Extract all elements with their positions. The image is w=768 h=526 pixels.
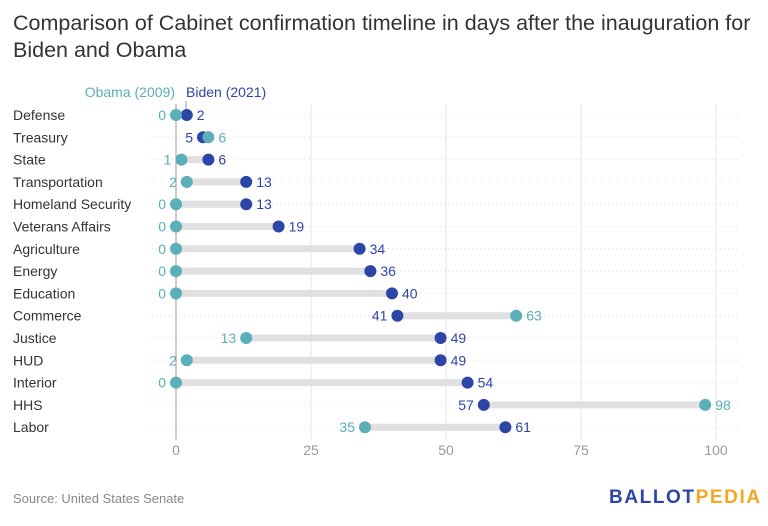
obama-dot [699,398,712,411]
biden-value-label: 61 [515,419,531,435]
category-label: Defense [13,107,65,123]
obama-dot [202,131,215,144]
biden-value-label: 13 [256,196,272,212]
obama-value-label: 6 [218,129,226,145]
biden-value-label: 40 [402,285,418,301]
x-tick-label: 100 [704,442,728,458]
biden-dot [434,332,447,344]
biden-value-label: 34 [370,241,386,257]
obama-dot [175,153,188,166]
category-label: Treasury [13,129,68,145]
category-label: Veterans Affairs [13,219,111,235]
biden-dot [461,376,474,389]
logo-part1: BALLOT [609,487,696,508]
legend-biden: Biden (2021) [186,84,266,100]
category-label: Energy [13,263,57,279]
obama-dot [240,332,253,344]
obama-value-label: 0 [158,285,166,301]
logo-part2: PEDIA [695,487,762,508]
biden-value-label: 57 [458,397,474,413]
source-note: Source: United States Senate [13,491,185,506]
category-label: Transportation [13,174,103,190]
obama-dot [180,354,193,367]
biden-value-label: 54 [478,375,494,391]
x-tick-label: 25 [303,442,319,458]
obama-value-label: 0 [158,196,166,212]
obama-value-label: 0 [158,375,166,391]
obama-value-label: 0 [158,107,166,123]
obama-value-label: 0 [158,219,166,235]
obama-value-label: 2 [169,174,177,190]
category-label: Justice [13,330,57,346]
obama-dot [170,265,182,278]
obama-dot [180,175,193,188]
obama-value-label: 13 [221,330,237,346]
obama-dot [359,421,371,434]
biden-value-label: 6 [218,152,226,168]
obama-value-label: 1 [164,152,172,168]
obama-dot [170,242,182,255]
biden-dot [499,421,512,434]
obama-dot [170,220,182,233]
legend-obama: Obama (2009) [85,84,175,100]
ballotpedia-logo: BALLOTPEDIA [609,487,762,509]
biden-dot [240,175,253,188]
biden-value-label: 49 [451,330,467,346]
biden-dot [180,109,193,121]
biden-value-label: 41 [372,308,388,324]
obama-dot [170,287,182,300]
category-label: HHS [13,397,43,413]
biden-dot [202,153,215,166]
category-label: Labor [13,419,49,435]
obama-dot [170,109,182,121]
category-label: Interior [13,375,57,391]
biden-dot [272,220,285,233]
biden-dot [353,242,366,255]
obama-dot [170,376,182,389]
biden-dot [434,354,447,367]
category-label: Homeland Security [13,196,131,212]
biden-value-label: 19 [289,219,305,235]
category-label: Agriculture [13,241,80,257]
category-label: Education [13,285,75,301]
category-label: Commerce [13,308,82,324]
obama-value-label: 0 [158,263,166,279]
obama-value-label: 63 [526,308,542,324]
obama-value-label: 35 [339,419,355,435]
category-label: State [13,152,46,168]
obama-value-label: 0 [158,241,166,257]
x-tick-label: 75 [573,442,589,458]
biden-value-label: 13 [256,174,272,190]
x-tick-label: 0 [172,442,180,458]
biden-dot [240,198,253,211]
x-tick-label: 50 [438,442,454,458]
biden-value-label: 36 [380,263,396,279]
biden-value-label: 2 [197,107,205,123]
obama-dot [510,309,523,322]
obama-value-label: 2 [169,352,177,368]
obama-dot [170,198,182,211]
biden-value-label: 49 [451,352,467,368]
biden-dot [477,398,490,411]
biden-value-label: 5 [185,129,193,145]
obama-value-label: 98 [715,397,731,413]
category-label: HUD [13,352,43,368]
chart-title: Comparison of Cabinet confirmation timel… [13,11,751,62]
biden-dot [391,309,404,322]
biden-dot [386,287,398,300]
biden-dot [364,265,377,278]
